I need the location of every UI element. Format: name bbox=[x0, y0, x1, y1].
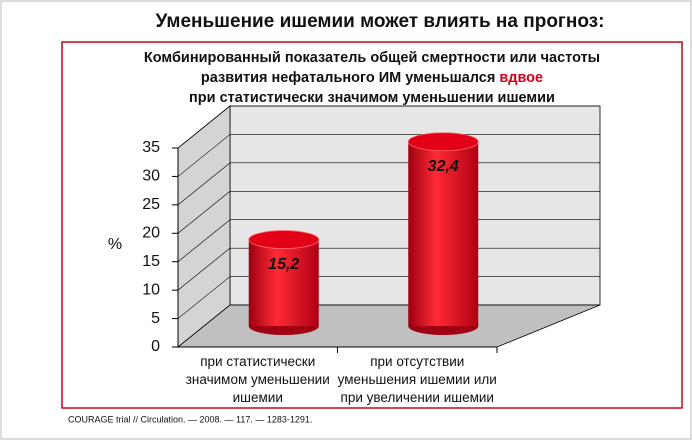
subtitle-line: при статистически значимом уменьшении иш… bbox=[189, 90, 555, 106]
subtitle-part: развития нефатального ИМ уменьшался bbox=[201, 70, 495, 86]
subtitle-line: развития нефатального ИМ уменьшался вдво… bbox=[201, 70, 543, 86]
grid-line bbox=[177, 134, 231, 177]
subtitle-line: Комбинированный показатель общей смертно… bbox=[144, 50, 600, 66]
y-tick-label: 10 bbox=[142, 281, 160, 298]
source: COURAGE trial // Circulation. — 2008. — … bbox=[68, 414, 312, 424]
slide-title: Уменьшение ишемии может влиять на прогно… bbox=[156, 11, 605, 32]
y-tick-label: 35 bbox=[142, 139, 160, 156]
y-axis-label: % bbox=[108, 236, 122, 253]
x-tick-label: при отсутствии уменьшения ишемии или при у… bbox=[338, 354, 497, 405]
grid-line bbox=[177, 105, 231, 149]
y-tick-label: 30 bbox=[142, 168, 160, 185]
x-tick-label-line: при статистически bbox=[200, 354, 315, 369]
x-tick-label-line: при отсутствии bbox=[370, 354, 464, 369]
x-tick-label: при статистически значимом уменьшении ишем… bbox=[186, 354, 330, 405]
data-label: 32,4 bbox=[428, 158, 459, 175]
plot: 0 5 10 15 20 25 30 35 при статистически значимом … bbox=[142, 105, 601, 405]
grid-line bbox=[177, 162, 231, 206]
bar-top bbox=[248, 230, 320, 249]
y-tick-label: 25 bbox=[142, 196, 160, 213]
x-tick-label-line: ишемии bbox=[233, 390, 283, 405]
x-tick-label-line: уменьшения ишемии или bbox=[338, 372, 497, 387]
y-tick-label: 5 bbox=[151, 310, 160, 327]
bar bbox=[408, 141, 479, 326]
x-tick-label-line: значимом уменьшении bbox=[186, 372, 330, 387]
x-tick-label-line: при увеличении ишемии bbox=[341, 390, 494, 405]
subtitle-highlight: вдвое bbox=[499, 70, 543, 86]
y-tick-label: 15 bbox=[142, 253, 160, 270]
bar bbox=[248, 239, 319, 326]
data-label: 15,2 bbox=[268, 256, 299, 273]
bar-top bbox=[407, 132, 479, 152]
grid-line bbox=[177, 247, 231, 291]
grid-line bbox=[177, 191, 231, 234]
grid-line bbox=[177, 276, 231, 319]
y-tick-label: 0 bbox=[151, 338, 160, 355]
grid-line bbox=[177, 219, 231, 262]
y-tick-label: 20 bbox=[142, 225, 160, 242]
grid-line bbox=[177, 304, 231, 348]
